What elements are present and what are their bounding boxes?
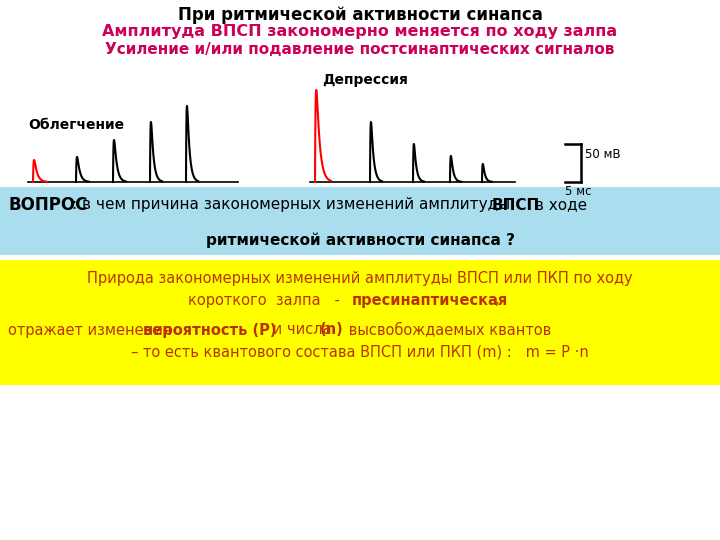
Text: ритмической активности синапса ?: ритмической активности синапса ?	[205, 232, 515, 248]
Text: ,: ,	[495, 293, 500, 307]
Text: Депрессия: Депрессия	[322, 73, 408, 87]
Text: ВПСП: ВПСП	[492, 198, 540, 213]
Text: Амплитуда ВПСП закономерно меняется по ходу залпа: Амплитуда ВПСП закономерно меняется по х…	[102, 24, 618, 39]
Text: и числа: и числа	[268, 322, 336, 338]
Text: высвобождаемых квантов: высвобождаемых квантов	[344, 322, 552, 338]
Text: вероятность (Р): вероятность (Р)	[143, 322, 276, 338]
Text: в ходе: в ходе	[530, 198, 587, 213]
Text: пресинаптическая: пресинаптическая	[352, 293, 508, 307]
Text: короткого  залпа   -: короткого залпа -	[188, 293, 344, 307]
Text: – то есть квантового состава ВПСП или ПКП (m) :   m = P ·n: – то есть квантового состава ВПСП или ПК…	[131, 345, 589, 360]
Text: Усиление и/или подавление постсинаптических сигналов: Усиление и/или подавление постсинаптичес…	[105, 42, 615, 57]
Text: Облегчение: Облегчение	[28, 118, 124, 132]
Text: При ритмической активности синапса: При ритмической активности синапса	[178, 6, 542, 24]
Text: отражает изменения: отражает изменения	[8, 322, 176, 338]
Text: 50 мВ: 50 мВ	[585, 148, 621, 161]
Text: : в чем причина закономерных изменений амплитуды: : в чем причина закономерных изменений а…	[72, 198, 515, 213]
Text: Природа закономерных изменений амплитуды ВПСП или ПКП по ходу: Природа закономерных изменений амплитуды…	[87, 271, 633, 286]
Bar	[0, 260, 720, 385]
Bar	[0, 187, 720, 255]
Text: 5 мс: 5 мс	[565, 185, 592, 198]
Text: (n): (n)	[320, 322, 343, 338]
Text: ВОПРОС: ВОПРОС	[8, 196, 87, 214]
